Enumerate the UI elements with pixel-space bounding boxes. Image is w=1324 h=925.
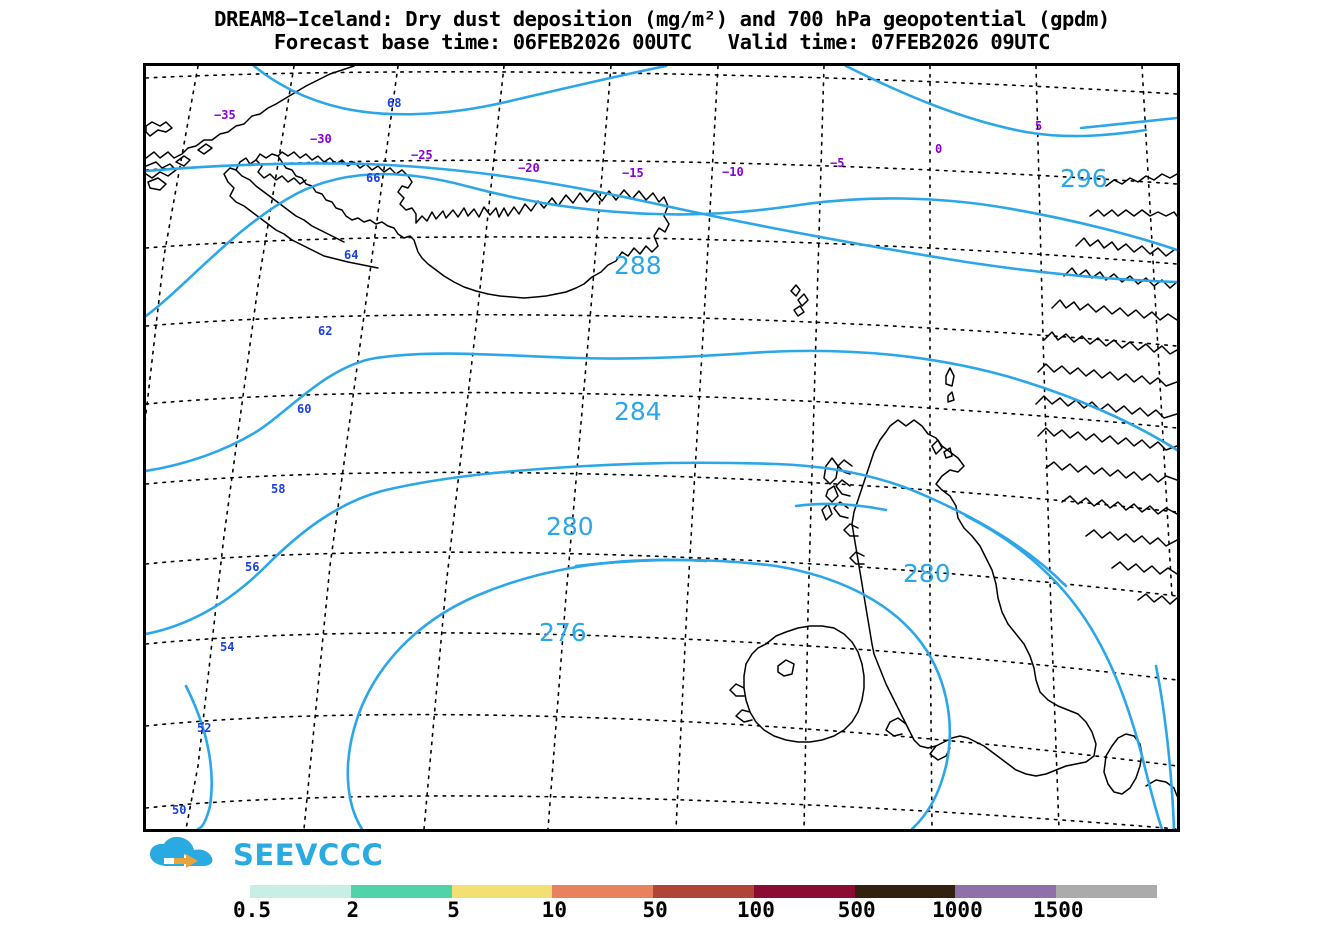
- lon-label-5: 5: [1035, 119, 1043, 133]
- colorbar-segment-1500: [1056, 885, 1158, 898]
- colorbar-tick-2: 2: [346, 898, 360, 922]
- lon-label--5: −5: [830, 156, 845, 170]
- lat-label-60: 60: [297, 402, 312, 416]
- lat-label-56: 56: [245, 560, 260, 574]
- lat-label-52: 52: [197, 721, 212, 735]
- lon-label--30: −30: [310, 132, 332, 146]
- colorbar-tick-1000: 1000: [932, 898, 983, 922]
- colorbar-tick-500: 500: [837, 898, 876, 922]
- contour-label-284: 284: [614, 397, 662, 426]
- map-frame[interactable]: −35 −30 −25 −20 −15 −10 −5 0 5 68 66 64 …: [143, 63, 1180, 832]
- colorbar-tick-10: 10: [541, 898, 567, 922]
- cloud-arrow-icon: [150, 836, 213, 868]
- lon-label-0: 0: [935, 142, 943, 156]
- lat-label-54: 54: [220, 640, 235, 654]
- contour-label-280-left: 280: [546, 512, 594, 541]
- colorbar-gradient: [250, 885, 1158, 898]
- colorbar-tick-0.5: 0.5: [233, 898, 271, 922]
- lat-label-66: 66: [366, 171, 381, 185]
- colorbar-segment-100: [753, 885, 855, 898]
- lat-label-68: 68: [387, 96, 402, 110]
- map-canvas[interactable]: −35 −30 −25 −20 −15 −10 −5 0 5 68 66 64 …: [146, 66, 1177, 829]
- contour-label-296: 296: [1060, 164, 1108, 193]
- colorbar-tick-1500: 1500: [1032, 898, 1084, 922]
- colorbar-segment-500: [854, 885, 956, 898]
- lat-label-50: 50: [172, 803, 187, 817]
- title-line-1: DREAM8−Iceland: Dry dust deposition (mg/…: [214, 7, 1110, 31]
- seevccc-logo[interactable]: SEEVCCC: [148, 836, 383, 876]
- colorbar-tick-50: 50: [642, 898, 668, 922]
- colorbar-segment-5: [451, 885, 553, 898]
- parallel-lines: [146, 71, 1177, 829]
- colorbar-segment-50: [653, 885, 754, 898]
- contour-label-276: 276: [539, 618, 587, 647]
- contour-label-288: 288: [614, 251, 662, 280]
- colorbar-block: 0.5 2 5 10 50 100 500 1000 1500: [0, 880, 1324, 925]
- lon-label--25: −25: [411, 148, 433, 162]
- lon-label--10: −10: [722, 165, 744, 179]
- colorbar-segment-0.5: [250, 885, 351, 898]
- lat-label-58: 58: [271, 482, 286, 496]
- title-line-2: Forecast base time: 06FEB2026 00UTC Vali…: [273, 30, 1051, 54]
- geopotential-contours: [146, 66, 1177, 829]
- chart-title-block: DREAM8−Iceland: Dry dust deposition (mg/…: [0, 8, 1324, 54]
- seevccc-logo-text: SEEVCCC: [233, 838, 384, 872]
- colorbar-tick-5: 5: [447, 898, 460, 922]
- colorbar-segment-10: [552, 885, 654, 898]
- lat-label-62: 62: [318, 324, 333, 338]
- coastlines: [146, 66, 1177, 797]
- lat-label-64: 64: [344, 248, 359, 262]
- map-vector-layer: [146, 66, 1177, 829]
- lon-label--15: −15: [622, 166, 644, 180]
- lon-label--35: −35: [214, 108, 236, 122]
- lon-label--20: −20: [518, 161, 540, 175]
- meridian-lines: [146, 66, 1173, 829]
- contour-label-280-right: 280: [903, 559, 951, 588]
- colorbar-ticks: 0.5 2 5 10 50 100 500 1000 1500: [0, 898, 1324, 924]
- colorbar-segment-1000: [955, 885, 1057, 898]
- colorbar-segment-2: [350, 885, 452, 898]
- colorbar-tick-100: 100: [736, 898, 775, 922]
